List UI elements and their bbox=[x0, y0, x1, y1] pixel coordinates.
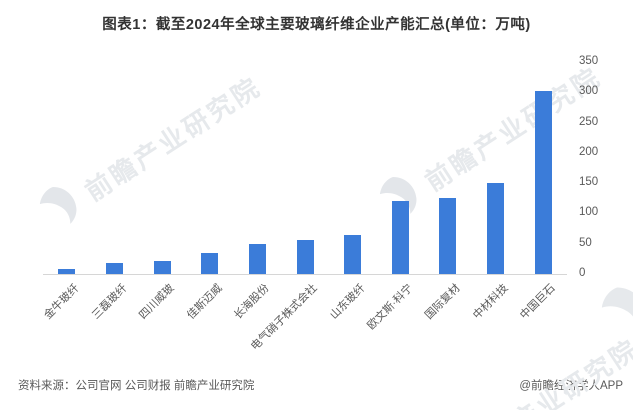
bar-佳斯迈威 bbox=[201, 253, 219, 274]
x-axis-label: 长海股份 bbox=[232, 282, 272, 322]
bar-欧文斯·科宁 bbox=[391, 201, 409, 274]
bar-中国巨石 bbox=[534, 91, 552, 274]
y-axis-tick-label: 350 bbox=[579, 55, 599, 67]
x-axis-label: 国际复材 bbox=[422, 282, 463, 322]
bar-金牛玻纤 bbox=[58, 269, 76, 274]
x-axis-label: 中材科技 bbox=[470, 282, 511, 322]
x-axis-label: 金牛玻纤 bbox=[41, 282, 82, 322]
x-axis-line bbox=[43, 274, 567, 275]
x-axis-label: 欧文斯·科宁 bbox=[364, 282, 415, 333]
y-axis-tick-label: 50 bbox=[579, 236, 592, 249]
y-axis-tick-label: 300 bbox=[579, 85, 599, 98]
bar-国际复材 bbox=[439, 198, 457, 274]
x-axis-label: 四川威玻 bbox=[137, 282, 177, 322]
credit-note: @前瞻经济学人APP bbox=[519, 380, 623, 392]
bar-中材科技 bbox=[487, 183, 504, 274]
x-axis-label: 佳斯迈威 bbox=[184, 282, 225, 322]
bar-三磊玻纤 bbox=[106, 263, 123, 274]
bar-四川威玻 bbox=[153, 261, 171, 274]
chart-title: 图表1：截至2024年全球主要玻璃纤维企业产能汇总(单位：万吨) bbox=[102, 17, 531, 33]
y-axis-tick-label: 200 bbox=[579, 145, 599, 158]
bar-长海股份 bbox=[248, 244, 266, 274]
bar-电气硝子株式会社 bbox=[296, 240, 314, 274]
bar-山东玻纤 bbox=[344, 235, 362, 274]
y-axis-tick-label: 150 bbox=[579, 176, 599, 189]
x-axis-label: 山东玻纤 bbox=[327, 282, 368, 322]
x-axis-label: 三磊玻纤 bbox=[89, 282, 130, 322]
source-note: 资料来源：公司官网 公司财报 前瞻产业研究院 bbox=[18, 380, 255, 392]
y-axis-tick-label: 100 bbox=[579, 206, 599, 219]
y-axis-tick-label: 0 bbox=[579, 267, 586, 279]
y-axis-tick-label: 250 bbox=[579, 115, 599, 128]
x-axis-label: 中国巨石 bbox=[518, 282, 558, 322]
